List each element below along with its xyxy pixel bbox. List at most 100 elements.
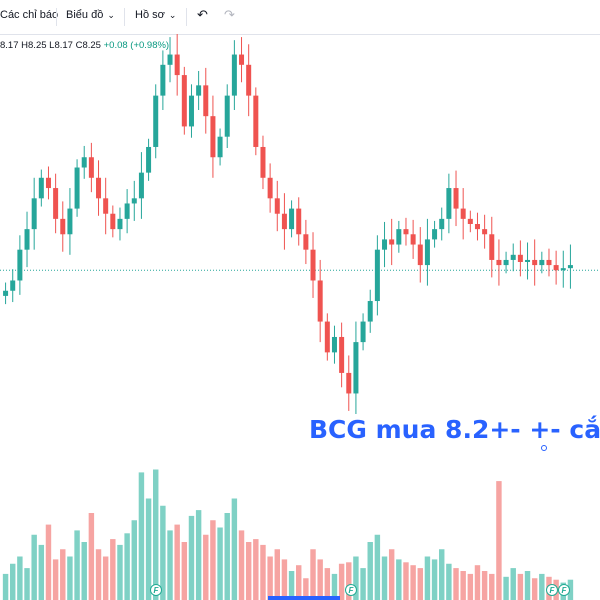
candle-body bbox=[389, 239, 395, 245]
volume-bar bbox=[145, 498, 152, 600]
profile-button[interactable]: Hồ sơ ⌄ bbox=[135, 9, 176, 21]
volume-bar bbox=[388, 549, 395, 600]
volume-bar bbox=[353, 556, 359, 600]
event-marker-icon[interactable]: F bbox=[546, 584, 558, 596]
cursor-dot-icon bbox=[541, 445, 547, 451]
candle-body bbox=[489, 234, 495, 260]
redo-button[interactable]: ↷ bbox=[224, 7, 235, 23]
price-chart[interactable] bbox=[0, 34, 600, 600]
volume-bar bbox=[138, 472, 145, 600]
volume-bar bbox=[396, 559, 402, 600]
volume-bar bbox=[453, 568, 459, 600]
candle-body bbox=[131, 198, 137, 204]
candle-body bbox=[3, 290, 9, 296]
low-value: 8.17 bbox=[54, 40, 73, 51]
indicators-button[interactable]: Các chỉ báo bbox=[0, 9, 58, 21]
annotation-text[interactable]: BCG mua 8.2+- +- cắt l bbox=[309, 415, 600, 444]
candle-body bbox=[517, 254, 523, 262]
candle-body bbox=[453, 188, 459, 209]
candle-body bbox=[324, 321, 330, 353]
candle-body bbox=[474, 224, 480, 230]
candle-body bbox=[539, 259, 545, 266]
candle-body bbox=[224, 95, 230, 137]
volume-bar bbox=[517, 573, 524, 600]
candle-body bbox=[188, 95, 194, 127]
candle-body bbox=[239, 54, 245, 65]
open-value: 8.17 bbox=[0, 40, 19, 51]
volume-bar bbox=[503, 576, 509, 600]
volume-bar bbox=[153, 469, 159, 600]
volume-bar bbox=[231, 498, 238, 600]
volume-bar bbox=[245, 542, 252, 600]
candle-body bbox=[382, 239, 388, 250]
volume-bar bbox=[88, 513, 95, 600]
candle-body bbox=[17, 249, 23, 281]
candle-body bbox=[96, 177, 102, 199]
chevron-down-icon: ⌄ bbox=[107, 9, 115, 20]
candle-body bbox=[503, 259, 509, 266]
candle-body bbox=[160, 64, 166, 96]
top-toolbar: Các chỉ báo Biểu đồ ⌄ Hồ sơ ⌄ ↶ ↷ bbox=[0, 0, 600, 35]
candle-body bbox=[146, 146, 152, 173]
volume-bar bbox=[224, 513, 230, 600]
volume-bar bbox=[74, 530, 80, 600]
volume-bar bbox=[95, 549, 102, 600]
candle-body bbox=[339, 336, 345, 373]
candle-body bbox=[281, 213, 287, 230]
chevron-down-icon: ⌄ bbox=[168, 9, 177, 20]
candle-body bbox=[353, 342, 359, 394]
high-label: H bbox=[21, 40, 29, 51]
candle-body bbox=[396, 229, 402, 245]
candle-body bbox=[103, 198, 109, 214]
candle-body bbox=[138, 172, 144, 199]
volume-bar bbox=[10, 563, 16, 600]
profile-label: Hồ sơ bbox=[135, 9, 165, 21]
volume-bar bbox=[31, 534, 37, 600]
volume-bar bbox=[481, 571, 488, 600]
volume-bar bbox=[489, 573, 495, 600]
candle-body bbox=[88, 157, 94, 178]
candle-body bbox=[525, 259, 531, 262]
candle-body bbox=[374, 249, 380, 302]
undo-button[interactable]: ↶ bbox=[197, 7, 208, 23]
candle-body bbox=[67, 208, 73, 235]
candle-body bbox=[260, 146, 266, 178]
volume-bar bbox=[102, 556, 109, 600]
volume-bar bbox=[267, 556, 273, 600]
candle-body bbox=[296, 208, 302, 235]
volume-bar bbox=[17, 556, 23, 600]
undo-icon: ↶ bbox=[197, 7, 208, 22]
event-marker-icon[interactable]: F bbox=[345, 584, 357, 596]
volume-bar bbox=[2, 573, 9, 600]
volume-bar bbox=[296, 565, 302, 600]
volume-bar bbox=[360, 568, 366, 600]
candle-body bbox=[310, 249, 316, 281]
candle-body bbox=[253, 95, 259, 147]
candle-body bbox=[553, 265, 559, 271]
volume-bar bbox=[52, 559, 59, 600]
candle-body bbox=[210, 116, 216, 158]
volume-bar bbox=[374, 534, 381, 600]
candle-body bbox=[510, 254, 516, 260]
event-marker-icon[interactable]: F bbox=[150, 584, 162, 596]
candle-body bbox=[60, 218, 66, 235]
candle-body bbox=[203, 85, 209, 117]
chart-type-button[interactable]: Biểu đồ ⌄ bbox=[66, 9, 115, 21]
candle-body bbox=[546, 259, 552, 266]
candle-body bbox=[289, 208, 295, 230]
candle-body bbox=[81, 157, 87, 168]
event-marker-icon[interactable]: F bbox=[558, 584, 570, 596]
volume-bar bbox=[281, 559, 288, 600]
candle-body bbox=[331, 336, 337, 353]
low-label: L bbox=[49, 40, 55, 51]
candle-body bbox=[38, 177, 44, 199]
volume-bar bbox=[67, 556, 73, 600]
candle-body bbox=[267, 177, 273, 199]
volume-bar bbox=[367, 542, 373, 600]
scroll-indicator[interactable] bbox=[268, 596, 340, 600]
volume-bar bbox=[203, 534, 209, 600]
candle-body bbox=[567, 265, 573, 269]
volume-bar bbox=[181, 542, 188, 600]
candle-body bbox=[439, 218, 445, 230]
candle-body bbox=[410, 234, 416, 245]
